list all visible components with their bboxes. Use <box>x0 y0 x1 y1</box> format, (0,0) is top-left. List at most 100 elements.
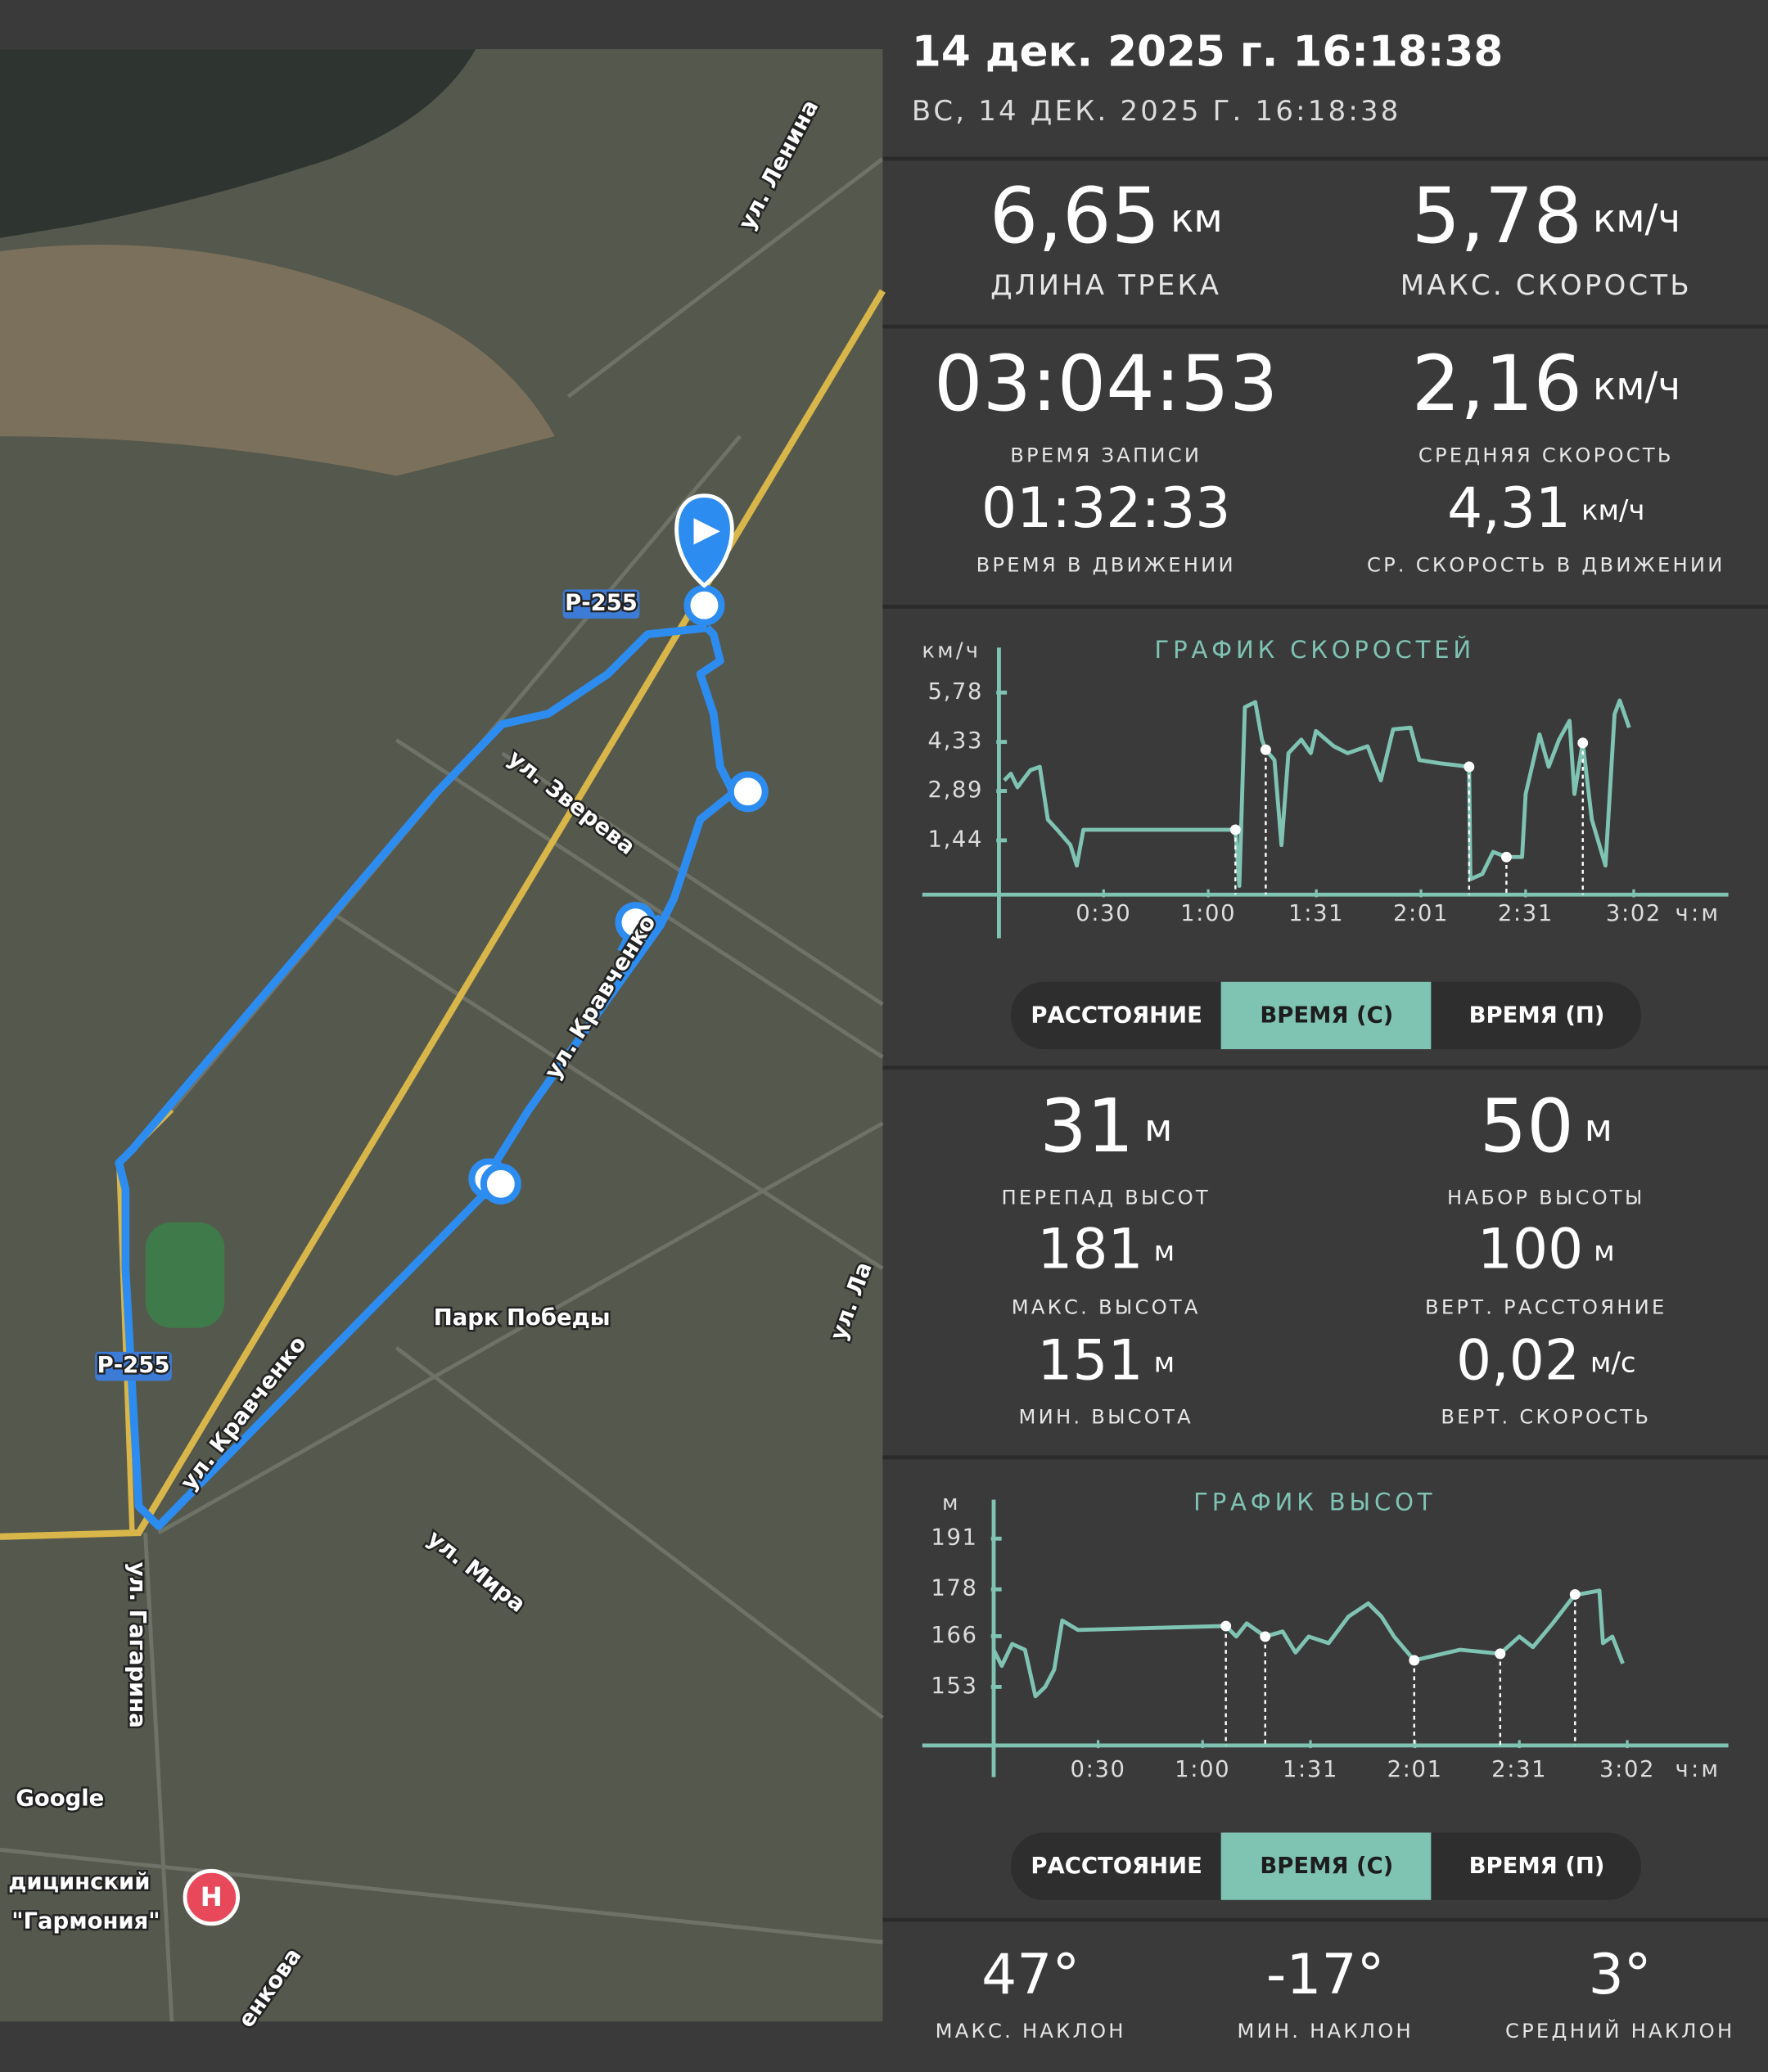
stat-value: 2,16 км/ч <box>1412 340 1680 429</box>
tab-label[interactable]: РАССТОЯНИЕ <box>1031 1002 1202 1028</box>
x-tick-label: 2:31 <box>1498 901 1554 926</box>
marker-dot <box>1260 1631 1271 1642</box>
stat-number: 181 <box>1037 1216 1143 1281</box>
x-tick-label: 2:01 <box>1387 1757 1443 1782</box>
marker-dot <box>1464 761 1475 772</box>
stat-unit: км/ч <box>1593 196 1680 241</box>
stat-label: ДЛИНА ТРЕКА <box>990 269 1221 301</box>
x-tick-label: 1:00 <box>1180 901 1236 926</box>
stat-value: 151 м <box>1037 1327 1175 1392</box>
track-point[interactable] <box>615 902 656 944</box>
stat-number: 151 <box>1037 1327 1143 1392</box>
chart: ГРАФИК ВЫСОТ м ч:м 153 166 178 191 0:30 1:00 1:31… <box>922 1488 1729 1782</box>
stat-label: ПЕРЕПАД ВЫСОТ <box>1002 1187 1211 1209</box>
tab-label[interactable]: ВРЕМЯ (П) <box>1469 1002 1605 1028</box>
tab-label[interactable]: РАССТОЯНИЕ <box>1031 1854 1202 1879</box>
x-axis-label: ч:м <box>1676 901 1721 926</box>
stat-label: МАКС. НАКЛОН <box>936 2020 1126 2043</box>
stat-label: МИН. ВЫСОТА <box>1019 1406 1193 1429</box>
map-label: ул. Гагарина <box>124 1562 150 1728</box>
x-tick-label: 0:30 <box>1071 1757 1126 1782</box>
map-label: Р-255 <box>565 591 638 616</box>
tab-label[interactable]: ВРЕМЯ (С) <box>1260 1002 1393 1028</box>
stat-label: ВРЕМЯ В ДВИЖЕНИИ <box>976 553 1236 576</box>
stat-number: -17° <box>1266 1942 1385 2007</box>
marker-dot <box>1500 851 1512 863</box>
stat-value: 0,02 м/с <box>1456 1327 1636 1392</box>
stat-unit: м <box>1154 1346 1175 1378</box>
x-tick-label: 1:31 <box>1288 901 1344 926</box>
stat-number: 01:32:33 <box>981 475 1231 540</box>
y-tick-label: 153 <box>931 1673 977 1699</box>
stat-value: 50 м <box>1480 1083 1612 1169</box>
stat-number: 0,02 <box>1456 1327 1580 1392</box>
stat-label: ВЕРТ. РАССТОЯНИЕ <box>1425 1296 1667 1319</box>
highway-r255 <box>0 289 886 1540</box>
river <box>0 49 476 238</box>
map-label: дицинский <box>8 1869 150 1894</box>
data-line <box>991 1588 1625 1699</box>
marker-dot <box>1495 1648 1506 1660</box>
stat-number: 50 <box>1480 1083 1574 1169</box>
y-tick-label: 1,44 <box>928 827 984 852</box>
poi-icon: H <box>201 1881 223 1912</box>
stat-number: 2,16 <box>1412 340 1582 429</box>
stat-value: 4,31 км/ч <box>1447 475 1644 540</box>
x-axis-label: ч:м <box>1676 1757 1721 1782</box>
track-points <box>468 584 769 1205</box>
y-tick-label: 191 <box>931 1525 977 1551</box>
stat-label: СРЕДНИЙ НАКЛОН <box>1505 2019 1734 2043</box>
stat-label: МАКС. СКОРОСТЬ <box>1400 269 1692 301</box>
y-tick-label: 4,33 <box>928 728 984 754</box>
stat-label: ВРЕМЯ ЗАПИСИ <box>1010 444 1202 466</box>
stat-number: 6,65 <box>990 172 1160 261</box>
track-point[interactable] <box>683 584 725 626</box>
start-pin[interactable] <box>674 493 734 588</box>
stat-value: 47° <box>981 1942 1080 2007</box>
marker-dot <box>1260 744 1271 755</box>
header-subtitle: ВС, 14 ДЕК. 2025 Г. 16:18:38 <box>912 95 1401 127</box>
tab-label[interactable]: ВРЕМЯ (С) <box>1260 1854 1393 1879</box>
tab-selected[interactable] <box>1220 1832 1432 1900</box>
stat-unit: м <box>1154 1235 1175 1267</box>
stat-value: -17° <box>1266 1942 1385 2007</box>
y-tick-label: 166 <box>931 1623 977 1648</box>
stat-label: СР. СКОРОСТЬ В ДВИЖЕНИИ <box>1367 553 1725 576</box>
x-tick-label: 3:02 <box>1606 901 1662 926</box>
tab-label[interactable]: ВРЕМЯ (П) <box>1469 1854 1605 1879</box>
x-tick-label: 1:31 <box>1283 1757 1338 1782</box>
track-point[interactable] <box>480 1163 521 1205</box>
stat-number: 4,31 <box>1447 475 1571 540</box>
stat-value: 5,78 км/ч <box>1412 172 1680 261</box>
stat-label: НАБОР ВЫСОТЫ <box>1447 1187 1645 1209</box>
y-axis-label: км/ч <box>922 639 981 664</box>
stat-label: МИН. НАКЛОН <box>1237 2020 1413 2043</box>
chart: ГРАФИК СКОРОСТЕЙ км/ч ч:м 1,44 2,89 4,33 5,78 0… <box>922 636 1729 939</box>
header-title: 14 дек. 2025 г. 16:18:38 <box>912 28 1503 77</box>
stat-number: 100 <box>1477 1216 1583 1281</box>
marker-dot <box>1229 824 1241 836</box>
stat-number: 5,78 <box>1412 172 1582 261</box>
route-shield <box>95 1351 172 1381</box>
stat-value: 01:32:33 <box>981 475 1231 540</box>
map-label: Р-255 <box>97 1353 170 1378</box>
chart-title: ГРАФИК СКОРОСТЕЙ <box>1155 636 1475 664</box>
stat-value: 31 м <box>1040 1083 1172 1169</box>
map-label: Парк Победы <box>434 1305 611 1331</box>
start-icon <box>693 518 720 545</box>
chart-title: ГРАФИК ВЫСОТ <box>1193 1488 1436 1516</box>
stat-value: 181 м <box>1037 1216 1175 1281</box>
x-tick-label: 1:00 <box>1175 1757 1230 1782</box>
tab-selected[interactable] <box>1220 981 1432 1050</box>
track-point[interactable] <box>727 771 769 813</box>
field <box>0 245 556 476</box>
y-tick-label: 2,89 <box>928 777 984 803</box>
stat-label: МАКС. ВЫСОТА <box>1012 1296 1201 1319</box>
marker-dot <box>1409 1655 1420 1666</box>
stat-number: 47° <box>981 1942 1080 2007</box>
poi-marker[interactable] <box>183 1868 241 1926</box>
